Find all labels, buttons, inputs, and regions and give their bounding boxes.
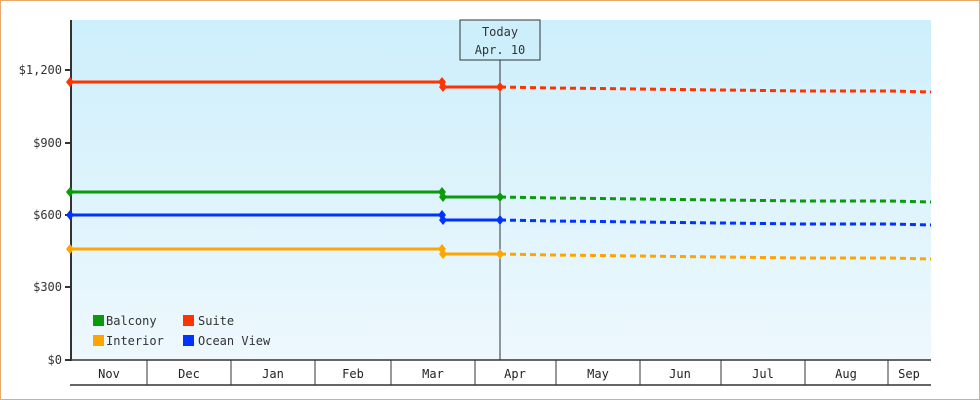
x-tick-label: Jun	[669, 367, 691, 381]
legend-swatch-balcony	[93, 315, 104, 326]
x-tick-label: Feb	[342, 367, 364, 381]
y-tick-label: $0	[48, 353, 62, 367]
legend-swatch-ocean-view	[183, 335, 194, 346]
legend-label-ocean-view: Ocean View	[198, 334, 271, 348]
y-ticks: $0 $300 $600 $900 $1,200	[19, 63, 71, 367]
series-balcony	[66, 187, 932, 204]
today-date: Apr. 10	[475, 43, 526, 57]
x-tick-label: Apr	[504, 367, 526, 381]
x-axis: Nov Dec Jan Feb Mar Apr May Jun Jul Aug …	[70, 359, 931, 386]
x-tick-label: Sep	[898, 367, 920, 381]
y-tick-label: $1,200	[19, 63, 62, 77]
legend-label-suite: Suite	[198, 314, 234, 328]
series-ocean-view	[66, 210, 932, 227]
legend-swatch-suite	[183, 315, 194, 326]
today-marker: Today Apr. 10	[459, 19, 541, 360]
x-tick-label: Nov	[98, 367, 120, 381]
y-tick-label: $300	[33, 280, 62, 294]
plot-area	[71, 20, 931, 360]
x-tick-label: May	[587, 367, 609, 381]
legend: Balcony Suite Interior Ocean View	[93, 314, 271, 348]
x-tick-label: Mar	[422, 367, 444, 381]
y-tick-label: $600	[33, 208, 62, 222]
series-suite	[66, 77, 932, 94]
y-tick-label: $900	[33, 136, 62, 150]
series-interior	[66, 244, 932, 261]
x-tick-label: Jan	[262, 367, 284, 381]
today-label: Today	[482, 25, 518, 39]
x-tick-label: Jul	[752, 367, 774, 381]
legend-swatch-interior	[93, 335, 104, 346]
x-tick-label: Aug	[835, 367, 857, 381]
legend-label-balcony: Balcony	[106, 314, 157, 328]
x-tick-label: Dec	[178, 367, 200, 381]
legend-label-interior: Interior	[106, 334, 164, 348]
